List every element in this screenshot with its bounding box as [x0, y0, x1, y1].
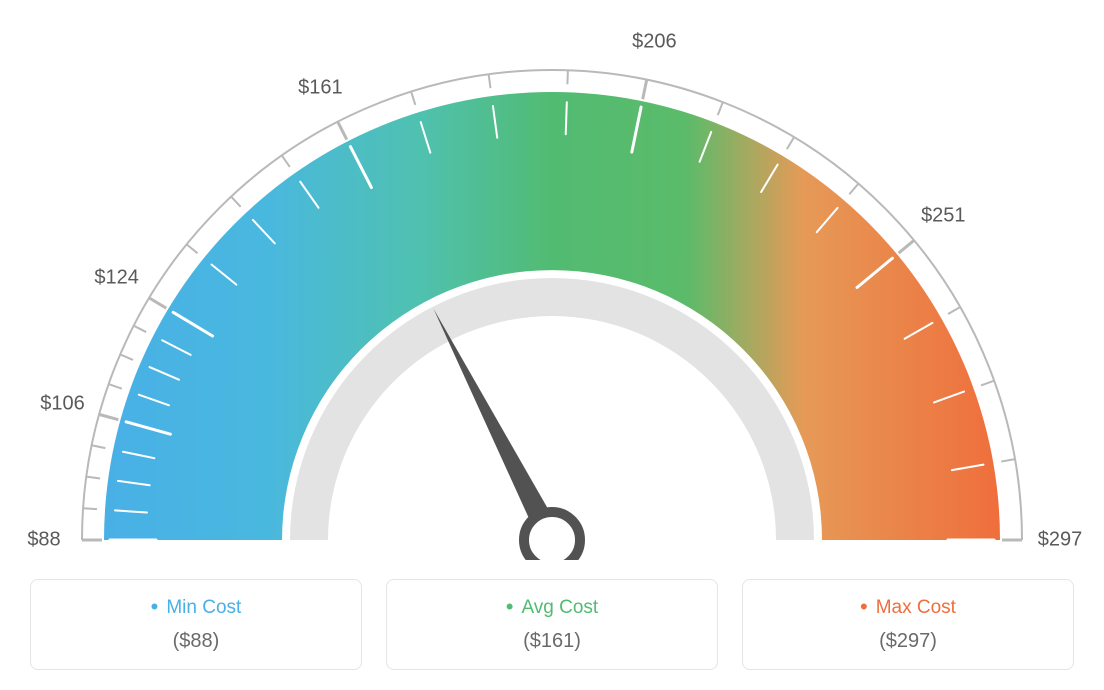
gauge-tick-label: $124 — [94, 267, 139, 290]
legend-card-avg: Avg Cost ($161) — [386, 579, 718, 670]
legend-value: ($297) — [753, 630, 1063, 653]
legend-card-min: Min Cost ($88) — [30, 579, 362, 670]
cost-gauge-widget: $88 $106 $124 $161 $206 $251 $297 Min Cost ($88… — [0, 0, 1104, 690]
legend-title: Max Cost — [753, 594, 1063, 620]
legend-title: Min Cost — [41, 594, 351, 620]
legend-row: Min Cost ($88) Avg Cost ($161) Max Cost ($297… — [0, 579, 1104, 670]
legend-card-max: Max Cost ($297) — [742, 579, 1074, 670]
gauge-tick-label: $88 — [27, 529, 60, 552]
gauge-tick-label: $251 — [921, 205, 966, 228]
legend-title: Avg Cost — [397, 594, 707, 620]
gauge-svg — [0, 0, 1104, 560]
legend-value: ($88) — [41, 630, 351, 653]
gauge-area: $88 $106 $124 $161 $206 $251 $297 — [0, 0, 1104, 560]
legend-value: ($161) — [397, 630, 707, 653]
gauge-tick-label: $297 — [1038, 529, 1083, 552]
gauge-tick-label: $206 — [632, 31, 677, 54]
gauge-tick-label: $106 — [40, 393, 85, 416]
gauge-tick-label: $161 — [298, 76, 343, 99]
